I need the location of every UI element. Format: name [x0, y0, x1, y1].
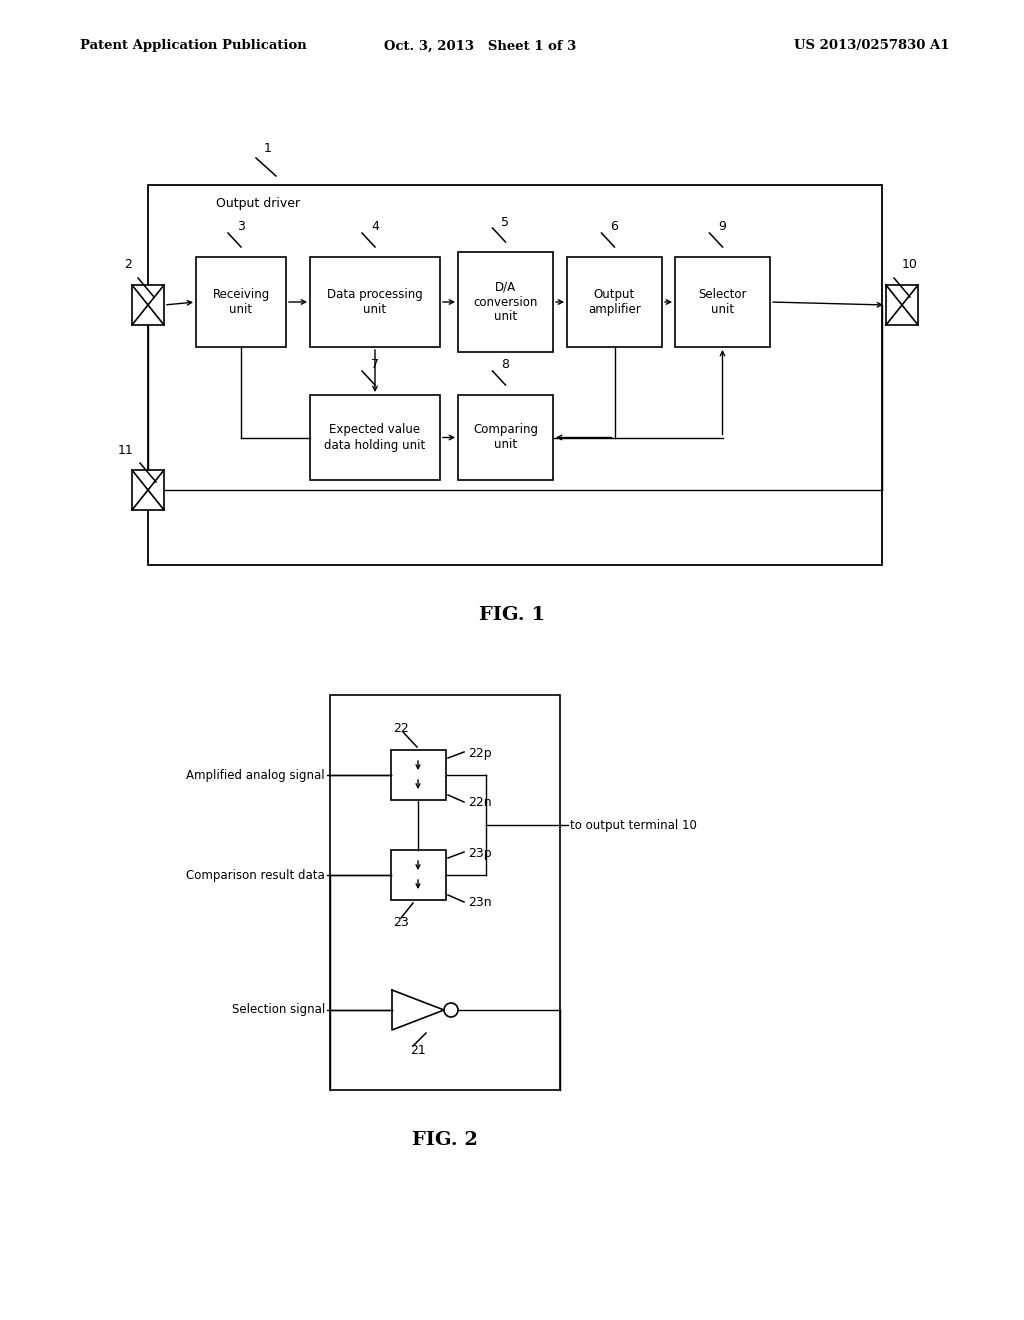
Text: 11: 11	[118, 444, 134, 457]
Text: Comparing
unit: Comparing unit	[473, 424, 538, 451]
Text: 22p: 22p	[468, 747, 492, 759]
Text: 10: 10	[902, 259, 918, 272]
Text: D/A
conversion
unit: D/A conversion unit	[473, 281, 538, 323]
Text: 4: 4	[371, 220, 379, 234]
Text: 2: 2	[124, 259, 132, 272]
Bar	[132, 470, 164, 510]
Text: to output terminal 10: to output terminal 10	[570, 818, 697, 832]
Bar	[391, 750, 446, 800]
Bar	[886, 285, 918, 325]
Text: Amplified analog signal: Amplified analog signal	[186, 768, 325, 781]
Text: 6: 6	[610, 220, 618, 234]
Bar	[391, 850, 446, 900]
Text: 23p: 23p	[468, 846, 492, 859]
Bar	[675, 257, 770, 347]
Text: 5: 5	[502, 215, 510, 228]
Text: Selection signal: Selection signal	[231, 1003, 325, 1016]
Text: Expected value
data holding unit: Expected value data holding unit	[325, 424, 426, 451]
Text: US 2013/0257830 A1: US 2013/0257830 A1	[795, 40, 950, 53]
Bar	[148, 185, 882, 565]
Bar	[132, 285, 164, 325]
Text: 23n: 23n	[468, 896, 492, 909]
Text: 7: 7	[371, 359, 379, 371]
Text: Data processing
unit: Data processing unit	[327, 288, 423, 315]
Text: FIG. 2: FIG. 2	[412, 1131, 478, 1148]
Text: 8: 8	[502, 359, 510, 371]
Text: Output
amplifier: Output amplifier	[588, 288, 641, 315]
Text: 21: 21	[410, 1044, 426, 1056]
Text: Comparison result data: Comparison result data	[186, 869, 325, 882]
Text: FIG. 1: FIG. 1	[479, 606, 545, 624]
Text: 23: 23	[393, 916, 409, 928]
Bar	[458, 395, 553, 480]
Bar	[567, 257, 662, 347]
Text: 22: 22	[393, 722, 409, 734]
Text: 3: 3	[238, 220, 245, 234]
Text: Patent Application Publication: Patent Application Publication	[80, 40, 307, 53]
Bar	[458, 252, 553, 352]
Text: Receiving
unit: Receiving unit	[212, 288, 269, 315]
Bar	[330, 696, 560, 1090]
Bar	[310, 257, 440, 347]
Text: Output driver: Output driver	[216, 197, 300, 210]
Bar	[310, 395, 440, 480]
Text: 9: 9	[719, 220, 726, 234]
Text: 22n: 22n	[468, 796, 492, 809]
Text: Selector
unit: Selector unit	[698, 288, 746, 315]
Text: 1: 1	[264, 141, 272, 154]
Bar	[196, 257, 286, 347]
Text: Oct. 3, 2013   Sheet 1 of 3: Oct. 3, 2013 Sheet 1 of 3	[384, 40, 577, 53]
